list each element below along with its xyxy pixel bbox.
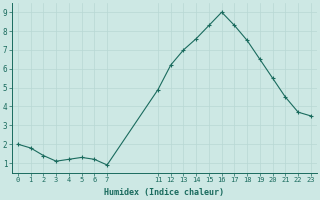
X-axis label: Humidex (Indice chaleur): Humidex (Indice chaleur) [104, 188, 224, 197]
